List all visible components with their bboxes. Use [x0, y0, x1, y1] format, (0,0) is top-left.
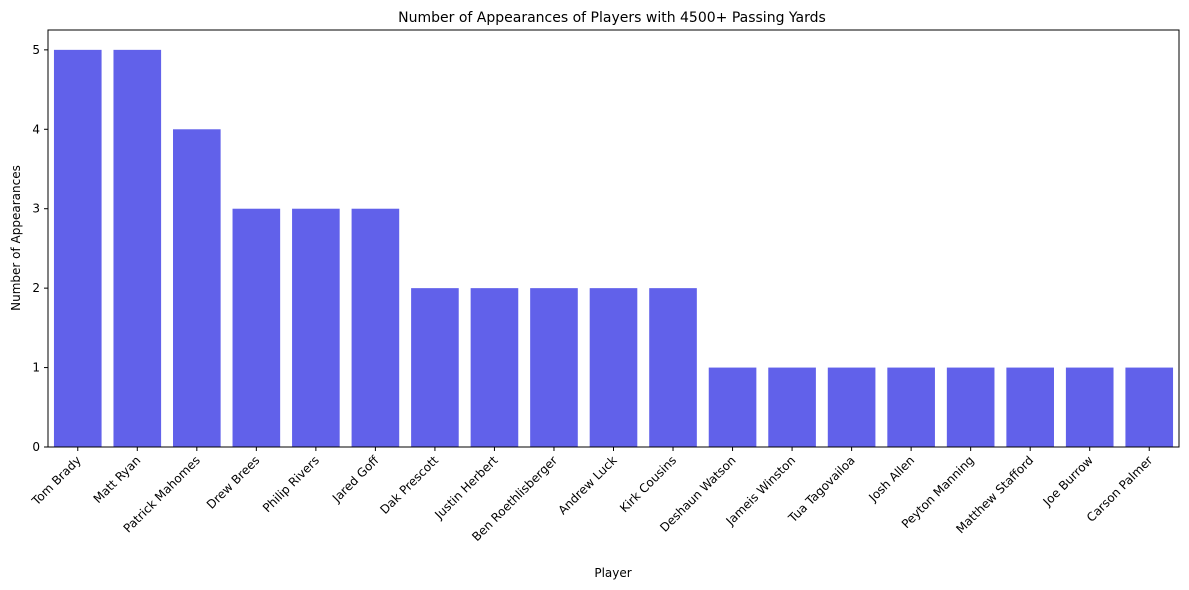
y-tick-label: 5	[32, 43, 40, 57]
bar	[1065, 367, 1114, 447]
x-tick-label: Dak Prescott	[377, 453, 441, 517]
bar	[113, 49, 162, 447]
bar	[827, 367, 876, 447]
plot-frame	[47, 29, 1180, 448]
bar	[649, 288, 697, 447]
x-tick-label: Tom Brady	[28, 453, 83, 508]
bar	[946, 367, 995, 447]
x-tick-label: Josh Allen	[865, 453, 917, 505]
chart-title: Number of Appearances of Players with 45…	[398, 10, 826, 26]
bar	[887, 367, 935, 447]
x-tick-label: Andrew Luck	[555, 453, 619, 517]
x-tick-label: Joe Burrow	[1040, 453, 1096, 509]
bar	[470, 288, 519, 447]
bar	[768, 367, 816, 447]
bar	[53, 49, 102, 447]
y-tick-label: 0	[32, 440, 40, 454]
bar	[1125, 367, 1174, 447]
bar	[530, 288, 578, 447]
y-axis-label: Number of Appearances	[9, 165, 23, 311]
bar	[232, 208, 281, 447]
bar	[708, 367, 757, 447]
bar	[589, 288, 638, 447]
x-tick-label: Philip Rivers	[260, 453, 322, 515]
x-tick-label: Kirk Cousins	[617, 453, 679, 515]
x-tick-label: Jared Goff	[329, 453, 382, 506]
bar	[292, 208, 340, 447]
x-axis-label: Player	[594, 566, 631, 580]
bar	[173, 129, 221, 448]
y-tick-label: 1	[32, 361, 40, 375]
y-tick-label: 4	[32, 122, 40, 136]
x-tick-label: Matt Ryan	[91, 453, 144, 506]
y-tick-label: 3	[32, 202, 40, 216]
bar	[351, 208, 400, 447]
x-tick-label: Drew Brees	[204, 453, 263, 512]
bar	[1006, 367, 1054, 447]
y-tick-label: 2	[32, 281, 40, 295]
bar	[411, 288, 459, 447]
